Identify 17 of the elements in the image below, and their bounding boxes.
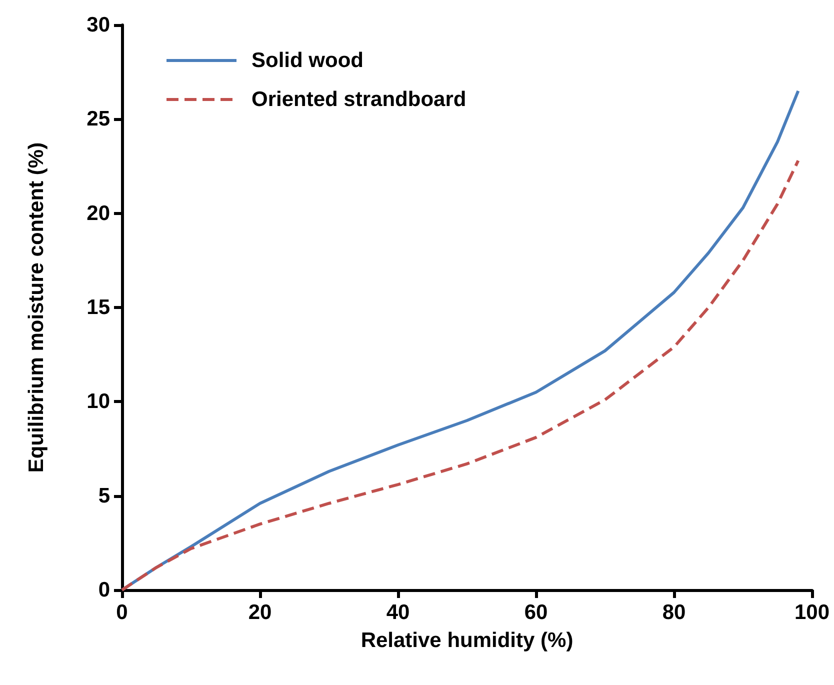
y-tick-label: 0 bbox=[98, 578, 110, 602]
y-axis-title: Equilibrium moisture content (%) bbox=[25, 142, 48, 473]
y-tick-label: 15 bbox=[86, 296, 110, 319]
x-tick-label: 60 bbox=[524, 601, 548, 624]
legend-label: Solid wood bbox=[252, 49, 364, 72]
x-tick-label: 40 bbox=[386, 601, 410, 624]
y-tick-label: 25 bbox=[86, 108, 110, 131]
y-tick-label: 5 bbox=[98, 484, 110, 508]
legend-label: Oriented strandboard bbox=[252, 88, 466, 111]
y-tick-label: 20 bbox=[86, 202, 110, 225]
y-tick-label: 10 bbox=[86, 390, 110, 414]
x-tick-label: 100 bbox=[794, 601, 830, 624]
x-tick-label: 20 bbox=[248, 601, 272, 624]
x-axis-title: Relative humidity (%) bbox=[360, 629, 574, 652]
y-tick-label: 30 bbox=[86, 14, 110, 36]
x-tick-label: 0 bbox=[116, 601, 128, 624]
x-tick-label: 80 bbox=[662, 601, 686, 624]
